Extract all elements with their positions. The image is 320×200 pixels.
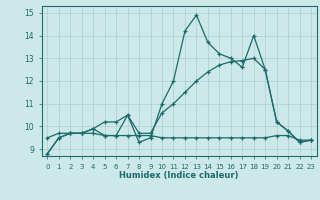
X-axis label: Humidex (Indice chaleur): Humidex (Indice chaleur) — [119, 171, 239, 180]
